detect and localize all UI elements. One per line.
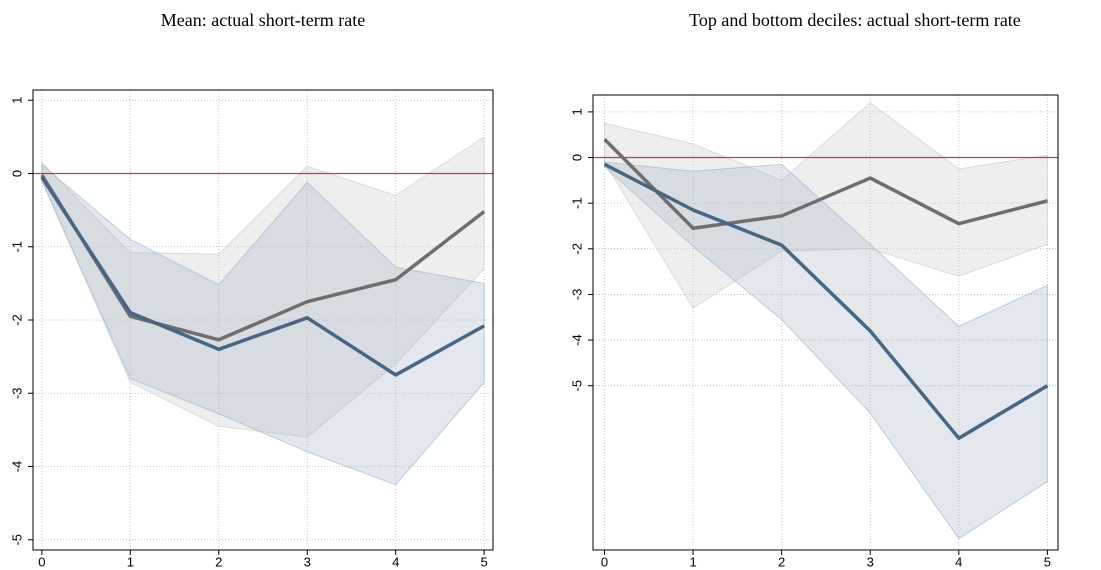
y-tick-label: -5: [9, 534, 24, 546]
y-tick-label: -5: [569, 380, 584, 392]
x-tick-label: 5: [481, 554, 488, 569]
plot-area: [593, 95, 1058, 550]
y-tick-label: -2: [569, 243, 584, 255]
chart-title: Mean: actual short-term rate: [161, 10, 365, 30]
x-tick-label: 5: [1044, 554, 1051, 569]
y-tick-label: -1: [9, 241, 24, 253]
y-tick-label: -3: [9, 387, 24, 399]
x-tick-label: 0: [601, 554, 608, 569]
x-tick-label: 2: [778, 554, 785, 569]
plot-border: [32, 89, 494, 551]
x-tick-label: 3: [867, 554, 874, 569]
y-tick-label: 0: [9, 170, 24, 177]
y-tick-label: -4: [9, 461, 24, 473]
y-tick-label: -2: [9, 314, 24, 326]
x-tick-label: 4: [955, 554, 962, 569]
plot-border: [592, 94, 1059, 551]
y-tick-label: 1: [569, 108, 584, 115]
x-tick-label: 4: [392, 554, 399, 569]
y-tick-label: -4: [569, 334, 584, 346]
y-tick-label: 0: [569, 154, 584, 161]
series-line: [40, 176, 486, 377]
x-tick-label: 0: [38, 554, 45, 569]
x-tick-label: 1: [127, 554, 134, 569]
y-tick-label: 1: [9, 97, 24, 104]
chart-title: Top and bottom deciles: actual short-ter…: [689, 10, 1021, 30]
y-tick-label: -1: [569, 197, 584, 209]
confidence-band: [604, 102, 1048, 309]
confidence-band: [41, 163, 485, 486]
y-tick-label: -3: [569, 289, 584, 301]
series-line: [603, 138, 1048, 231]
series-line: [603, 162, 1049, 440]
x-tick-label: 2: [215, 554, 222, 569]
x-tick-label: 3: [304, 554, 311, 569]
x-tick-label: 1: [689, 554, 696, 569]
confidence-band: [604, 161, 1048, 540]
